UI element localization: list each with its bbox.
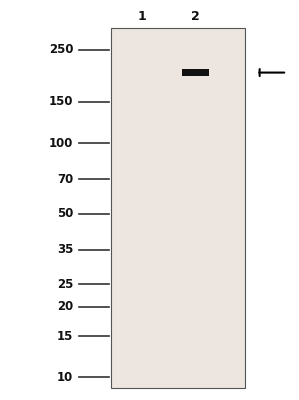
Text: 150: 150 <box>49 95 73 108</box>
Text: 50: 50 <box>57 207 73 220</box>
Text: 10: 10 <box>57 371 73 384</box>
Text: 1: 1 <box>138 10 147 22</box>
Text: 70: 70 <box>57 173 73 186</box>
Text: 20: 20 <box>57 300 73 313</box>
Text: 2: 2 <box>191 10 200 22</box>
Text: 15: 15 <box>57 330 73 342</box>
Text: 35: 35 <box>57 243 73 256</box>
Text: 100: 100 <box>49 136 73 150</box>
Text: 25: 25 <box>57 278 73 290</box>
Text: 250: 250 <box>49 43 73 56</box>
